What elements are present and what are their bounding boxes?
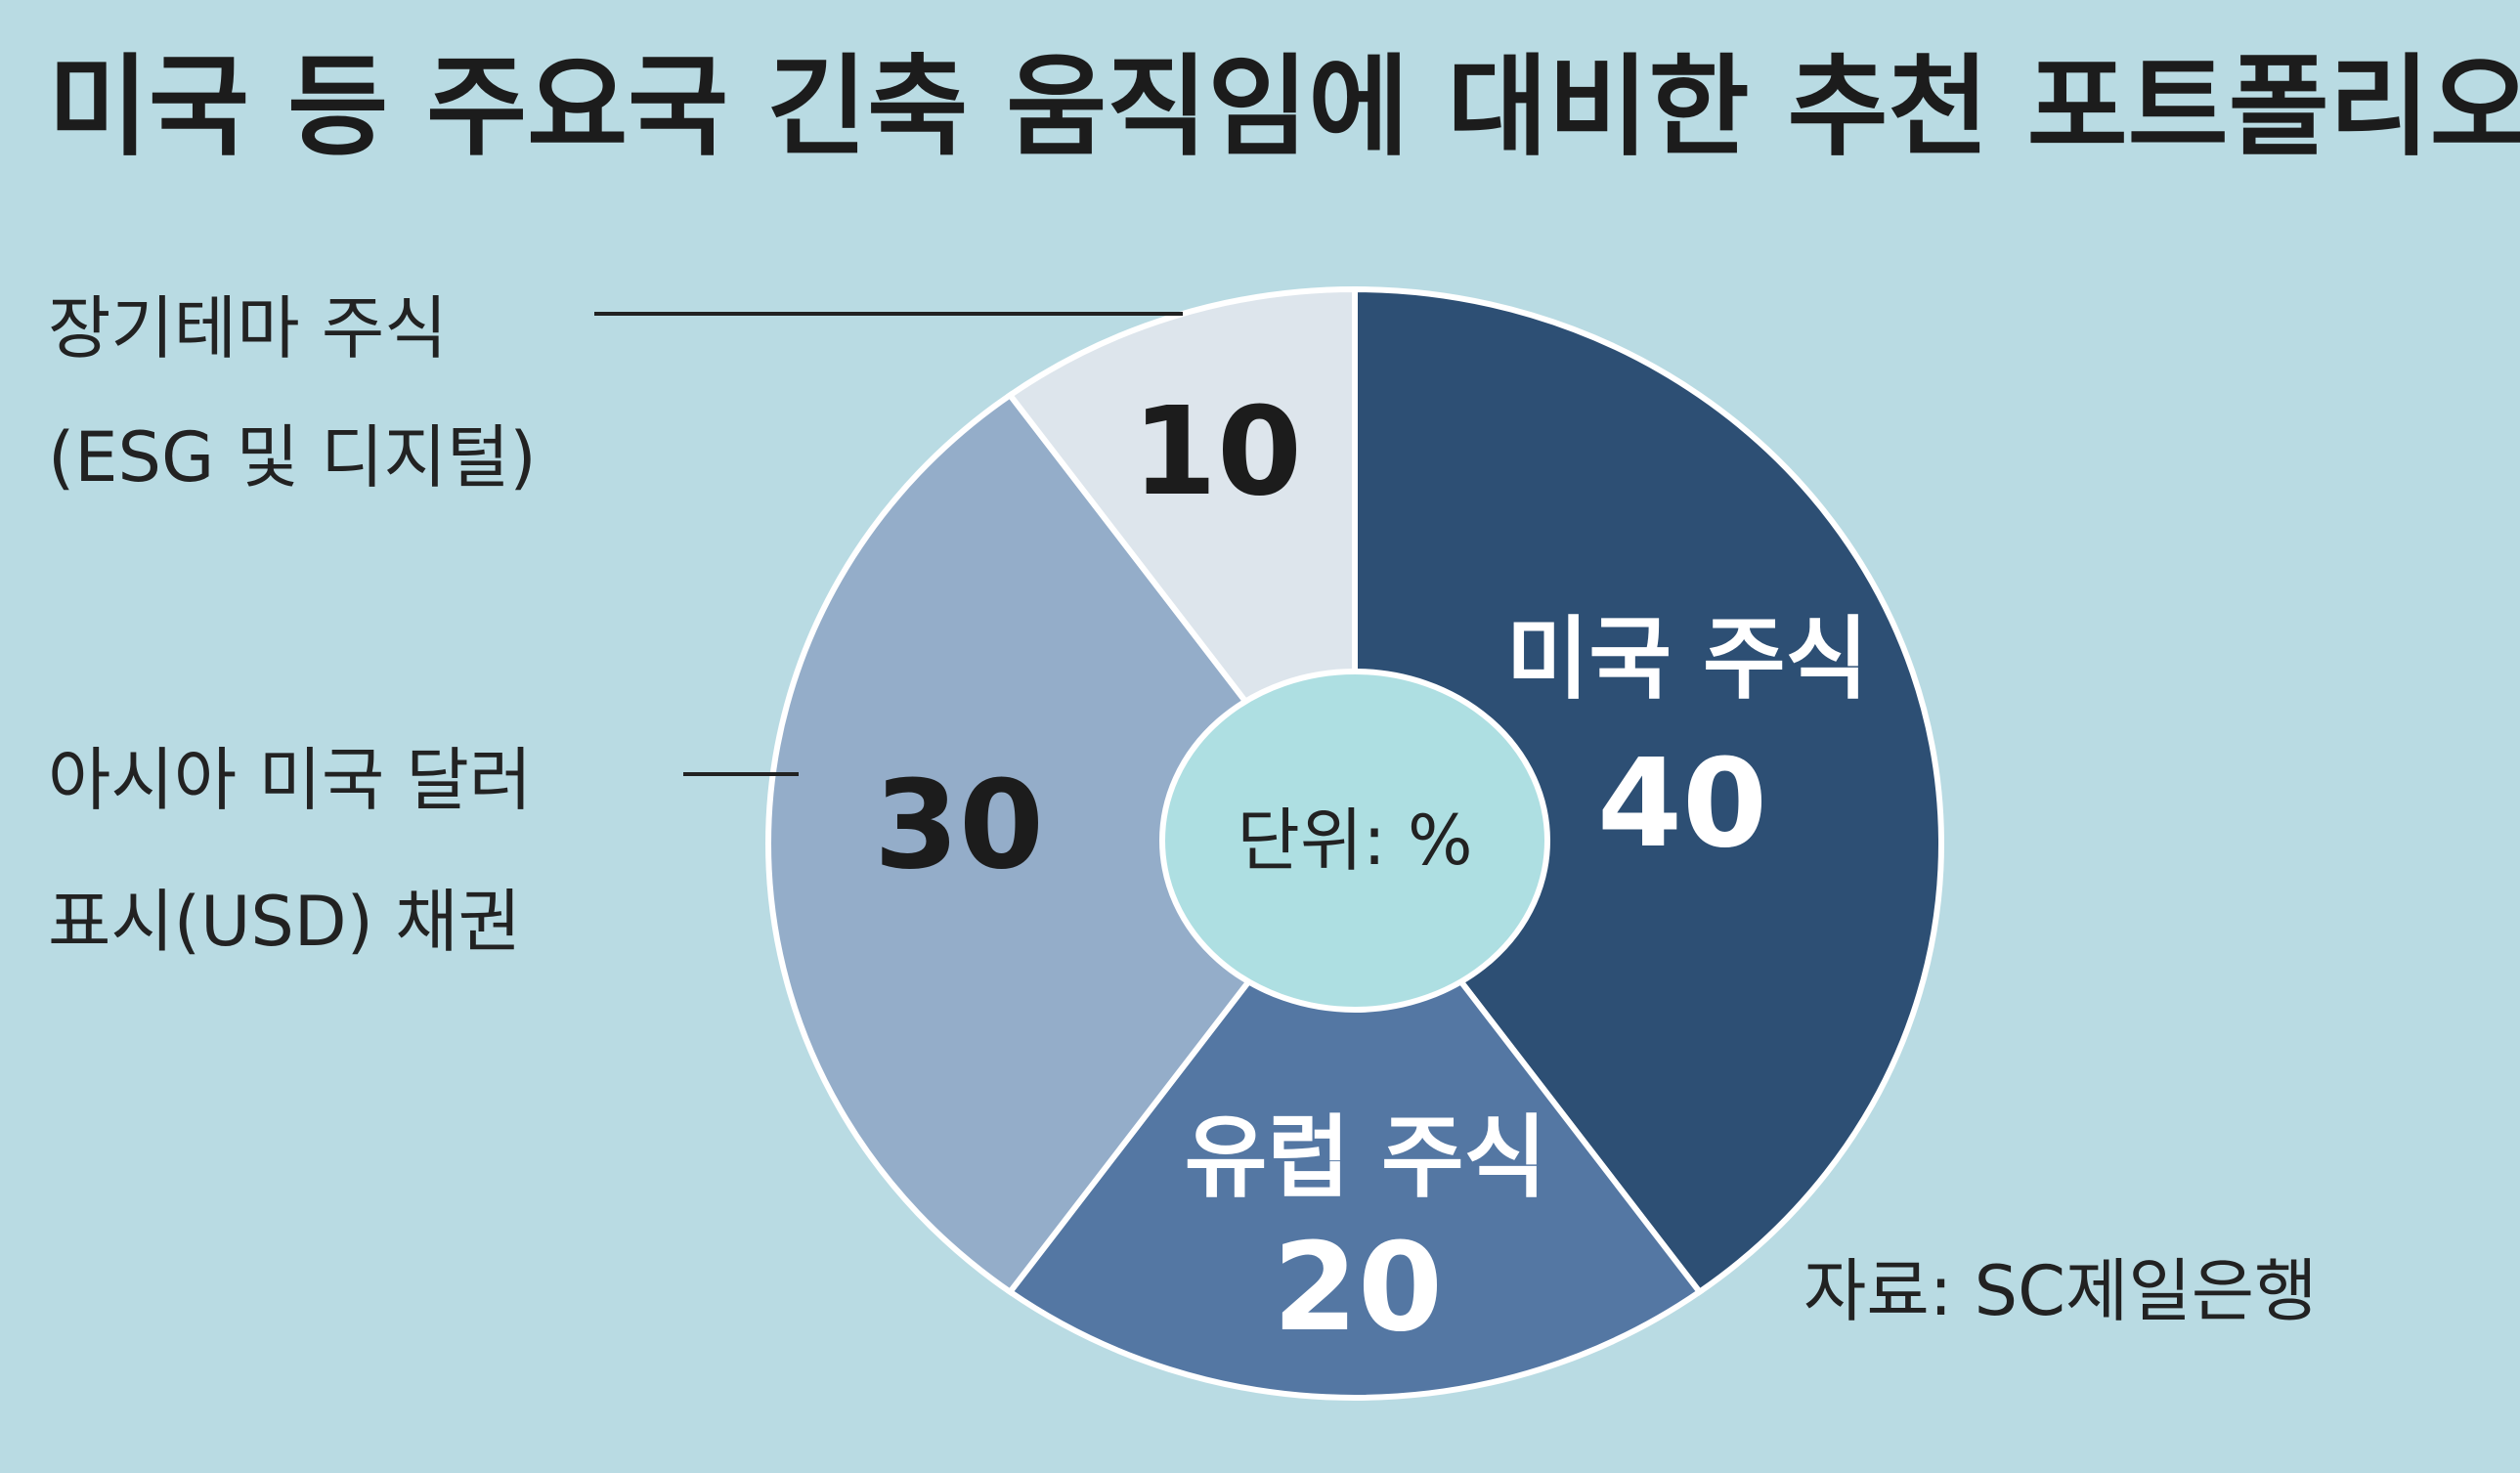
center-circle: [1159, 669, 1550, 1013]
pie-slice-usd-bond: [765, 391, 1359, 1296]
slice-label-longterm-line1: 장기테마 주식: [48, 288, 448, 368]
source-note: 자료: SC제일은행: [1803, 1251, 2318, 1331]
slice-value-us-stocks: 40: [1597, 733, 1767, 875]
pie-slice-eu-stocks: [1006, 839, 1704, 1401]
pie-slices: [765, 285, 1944, 1401]
unit-label: 단위: %: [1237, 801, 1472, 881]
chart-title: 미국 등 주요국 긴축 움직임에 대비한 추천 포트폴리오: [48, 44, 2520, 171]
slice-value-eu-stocks: 20: [1273, 1217, 1443, 1359]
slice-label-eu-stocks: 유럽 주식: [1185, 1105, 1547, 1210]
pie-slice-us-stocks: [1352, 285, 1944, 1296]
slice-label-usd-bond-line2: 표시(USD) 채권: [48, 882, 521, 962]
slice-label-usd-bond-line1: 아시아 미국 달러: [48, 740, 532, 820]
slice-label-longterm-line2: (ESG 및 디지털): [48, 417, 537, 498]
slice-value-longterm: 10: [1132, 381, 1302, 523]
slice-label-us-stocks: 미국 주식: [1506, 607, 1869, 712]
slice-value-usd-bond: 30: [874, 755, 1044, 896]
